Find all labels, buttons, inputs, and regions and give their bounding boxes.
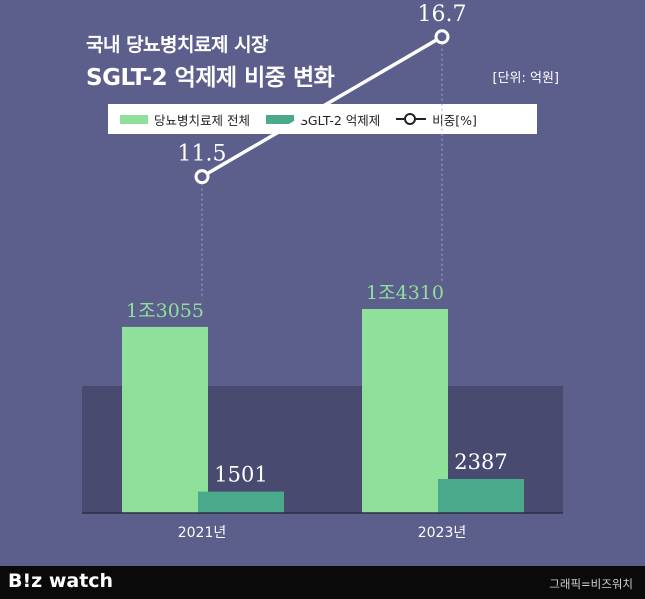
unit-label: [단위: 억원]	[492, 71, 560, 86]
legend-item-share: 비중[%]	[396, 110, 477, 129]
legend-swatch-total	[120, 114, 148, 124]
bar-sglt2-0	[198, 491, 284, 513]
share-line	[201, 35, 443, 179]
chart-title-line1: 국내 당뇨병치료제 시장	[86, 34, 269, 56]
data-label-sglt2-0: 1501	[214, 463, 267, 487]
share-label-0: 11.5	[178, 142, 227, 167]
share-label-1: 16.7	[418, 2, 467, 27]
data-label-total-0: 1조3055	[126, 300, 204, 322]
brand-logo: B!z watch	[8, 570, 114, 592]
chart-title-line2: SGLT-2 억제제 비중 변화	[86, 65, 335, 91]
legend-item-sglt2: SGLT-2 억제제	[265, 110, 381, 129]
legend-label-sglt2: SGLT-2 억제제	[299, 112, 381, 128]
legend-line-marker-icon	[396, 113, 427, 125]
legend-swatch-sglt2	[265, 114, 294, 124]
chart-plot: 1조3055 1조4310 1501 2387 2021년 2023년 11.5 16.7	[82, 2, 563, 541]
legend-item-total: 당뇨병치료제 전체	[120, 110, 250, 129]
bar-total-1	[362, 309, 448, 513]
bar-total-0	[122, 326, 208, 513]
legend-label-total: 당뇨병치료제 전체	[154, 112, 250, 128]
data-label-total-1: 1조4310	[366, 282, 444, 304]
legend-label-share: 비중[%]	[432, 112, 477, 128]
x-tick-label-1: 2023년	[418, 525, 467, 541]
share-point-0	[194, 169, 210, 185]
footer-bar: B!z watch 그래픽=비즈워치	[0, 566, 645, 599]
x-tick-label-0: 2021년	[178, 525, 227, 541]
share-point-1	[434, 29, 450, 45]
bar-sglt2-1	[438, 478, 524, 513]
legend: 당뇨병치료제 전체 SGLT-2 억제제 비중[%]	[108, 104, 537, 134]
graphic-credit: 그래픽=비즈워치	[549, 577, 633, 591]
data-label-sglt2-1: 2387	[454, 450, 507, 474]
